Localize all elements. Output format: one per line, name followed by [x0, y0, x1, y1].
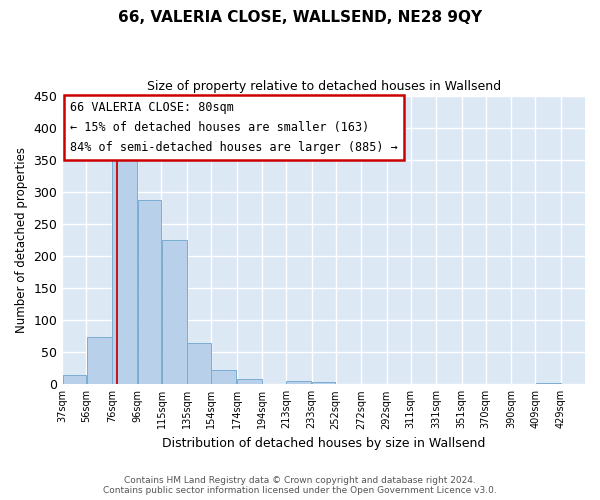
- Bar: [211, 370, 236, 384]
- Text: 66, VALERIA CLOSE, WALLSEND, NE28 9QY: 66, VALERIA CLOSE, WALLSEND, NE28 9QY: [118, 10, 482, 25]
- Title: Size of property relative to detached houses in Wallsend: Size of property relative to detached ho…: [146, 80, 501, 93]
- Bar: [536, 383, 560, 384]
- Bar: [137, 200, 161, 384]
- Bar: [237, 379, 262, 384]
- Bar: [62, 376, 86, 384]
- Text: Contains HM Land Registry data © Crown copyright and database right 2024.
Contai: Contains HM Land Registry data © Crown c…: [103, 476, 497, 495]
- Bar: [112, 152, 137, 384]
- Bar: [162, 240, 187, 384]
- Bar: [286, 381, 311, 384]
- Bar: [312, 382, 335, 384]
- Text: 66 VALERIA CLOSE: 80sqm
← 15% of detached houses are smaller (163)
84% of semi-d: 66 VALERIA CLOSE: 80sqm ← 15% of detache…: [70, 102, 398, 154]
- Bar: [87, 338, 112, 384]
- Y-axis label: Number of detached properties: Number of detached properties: [15, 147, 28, 333]
- X-axis label: Distribution of detached houses by size in Wallsend: Distribution of detached houses by size …: [162, 437, 485, 450]
- Bar: [187, 342, 211, 384]
